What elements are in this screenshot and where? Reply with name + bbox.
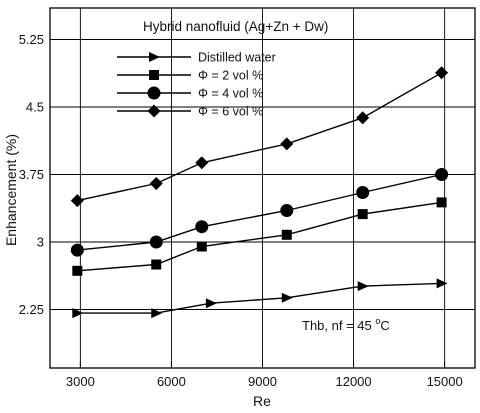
data-point	[280, 137, 294, 151]
legend-entry: Φ = 2 vol %	[117, 69, 263, 83]
data-point	[72, 308, 84, 319]
legend-entry: Distilled water	[117, 51, 276, 65]
annotation-superscript: o	[375, 316, 380, 326]
data-point	[149, 235, 163, 249]
data-point	[205, 298, 217, 309]
data-point	[435, 168, 449, 181]
data-point	[195, 220, 209, 234]
legend-entry: Φ = 6 vol %	[117, 104, 263, 119]
y-axis-title: Enhancement (%)	[3, 134, 19, 246]
legend-label: Distilled water	[198, 51, 276, 65]
x-tick-label: 12000	[335, 374, 371, 389]
series-3	[70, 168, 449, 257]
data-point	[280, 204, 294, 217]
y-tick-label: 3.75	[19, 167, 44, 182]
data-point	[436, 278, 448, 289]
data-point	[281, 292, 293, 303]
series-4	[70, 66, 449, 208]
annotation-prefix: Thb, nf = 45	[302, 318, 375, 333]
legend-marker	[147, 104, 161, 118]
chart-title: Hybrid nanofluid (Ag+Zn + Dw)	[143, 19, 328, 34]
data-point	[436, 197, 447, 208]
annotation: Thb, nf = 45 oC	[302, 316, 390, 333]
legend-entry: Φ = 4 vol %	[117, 86, 263, 101]
x-tick-label: 15000	[427, 374, 463, 389]
legend-label: Φ = 4 vol %	[198, 87, 263, 101]
plot-frame	[49, 7, 476, 369]
annotation-suffix: C	[380, 318, 389, 333]
legend-label: Φ = 2 vol %	[198, 69, 263, 83]
series-line	[77, 173, 442, 251]
y-tick-label: 5.25	[19, 32, 44, 47]
data-point	[435, 66, 449, 80]
data-point	[356, 111, 370, 125]
data-point	[72, 265, 83, 276]
data-point	[70, 194, 84, 208]
data-point	[281, 229, 292, 240]
legend-marker	[149, 70, 159, 80]
x-tick-label: 6000	[157, 374, 186, 389]
legend-label: Φ = 6 vol %	[198, 105, 263, 119]
series-line	[77, 72, 442, 202]
series-1	[72, 278, 448, 319]
y-tick-label: 4.5	[26, 100, 44, 115]
data-point	[196, 241, 207, 252]
series-2	[72, 197, 447, 276]
legend: Distilled water Φ = 2 vol % Φ = 4 vol % Φ =…	[117, 51, 276, 119]
legend-marker	[149, 52, 160, 62]
data-point	[149, 177, 163, 190]
x-tick-label: 3000	[66, 374, 95, 389]
ticks	[50, 39, 446, 368]
data-point	[195, 156, 209, 170]
data-point	[357, 209, 368, 220]
series-line	[77, 201, 442, 272]
data-point	[151, 308, 163, 319]
series-layer	[70, 66, 449, 319]
tick-labels: 3000 6000 9000 12000 15000 2.25 3 3.75 4.5 5.25	[19, 32, 463, 389]
grid	[50, 8, 475, 368]
y-tick-label: 2.25	[19, 302, 44, 317]
x-axis-title: Re	[253, 393, 271, 409]
data-point	[70, 243, 84, 257]
data-point	[356, 186, 370, 199]
legend-marker	[147, 86, 161, 100]
data-point	[357, 281, 369, 292]
series-line	[77, 282, 442, 314]
y-tick-label: 3	[37, 235, 44, 250]
x-tick-label: 9000	[248, 374, 277, 389]
data-point	[151, 259, 162, 270]
